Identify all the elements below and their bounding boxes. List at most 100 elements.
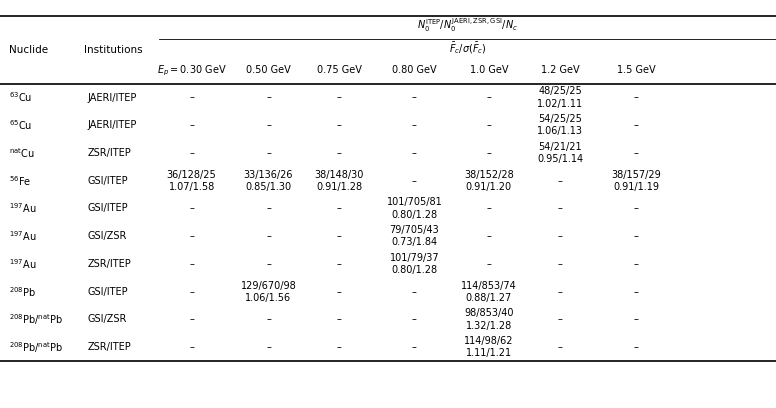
Text: 0.95/1.14: 0.95/1.14 [537, 154, 584, 164]
Text: $E_p = 0.30$ GeV: $E_p = 0.30$ GeV [157, 63, 227, 78]
Text: 38/152/28: 38/152/28 [464, 170, 514, 180]
Text: –: – [189, 259, 194, 269]
Text: $^{63}$Cu: $^{63}$Cu [9, 91, 33, 104]
Text: –: – [487, 93, 491, 102]
Text: –: – [266, 231, 271, 241]
Text: Institutions: Institutions [84, 45, 143, 55]
Text: –: – [412, 287, 417, 297]
Text: $N_0^{\rm ITEP}/N_0^{\rm JAERI,ZSR,GSI}/N_c$: $N_0^{\rm ITEP}/N_0^{\rm JAERI,ZSR,GSI}/… [417, 16, 518, 34]
Text: 1.0 GeV: 1.0 GeV [469, 65, 508, 75]
Text: –: – [337, 287, 341, 297]
Text: –: – [266, 120, 271, 130]
Text: $^{56}$Fe: $^{56}$Fe [9, 174, 32, 188]
Text: –: – [412, 120, 417, 130]
Text: 129/670/98: 129/670/98 [241, 281, 296, 290]
Text: –: – [558, 287, 563, 297]
Text: 1.07/1.58: 1.07/1.58 [168, 182, 215, 192]
Text: 54/25/25: 54/25/25 [539, 114, 582, 124]
Text: –: – [558, 176, 563, 186]
Text: $^{208}$Pb/$^{\rm nat}$Pb: $^{208}$Pb/$^{\rm nat}$Pb [9, 340, 63, 355]
Text: $^{197}$Au: $^{197}$Au [9, 202, 36, 215]
Text: –: – [337, 93, 341, 102]
Text: 1.5 GeV: 1.5 GeV [617, 65, 656, 75]
Text: –: – [266, 315, 271, 324]
Text: 33/136/26: 33/136/26 [244, 170, 293, 180]
Text: 101/705/81: 101/705/81 [386, 197, 442, 207]
Text: –: – [337, 120, 341, 130]
Text: –: – [189, 120, 194, 130]
Text: 0.88/1.27: 0.88/1.27 [466, 293, 512, 303]
Text: –: – [412, 93, 417, 102]
Text: ZSR/ITEP: ZSR/ITEP [88, 342, 131, 352]
Text: ZSR/ITEP: ZSR/ITEP [88, 259, 131, 269]
Text: 0.91/1.28: 0.91/1.28 [316, 182, 362, 192]
Text: 101/79/37: 101/79/37 [390, 253, 439, 263]
Text: –: – [266, 148, 271, 158]
Text: 54/21/21: 54/21/21 [539, 142, 582, 152]
Text: 1.32/1.28: 1.32/1.28 [466, 321, 512, 330]
Text: 114/853/74: 114/853/74 [461, 281, 517, 290]
Text: $^{65}$Cu: $^{65}$Cu [9, 118, 33, 132]
Text: JAERI/ITEP: JAERI/ITEP [88, 120, 137, 130]
Text: GSI/ITEP: GSI/ITEP [88, 287, 128, 297]
Text: –: – [634, 204, 639, 213]
Text: –: – [558, 259, 563, 269]
Text: GSI/ITEP: GSI/ITEP [88, 204, 128, 213]
Text: –: – [487, 148, 491, 158]
Text: $^{\rm nat}$Cu: $^{\rm nat}$Cu [9, 146, 35, 160]
Text: –: – [337, 231, 341, 241]
Text: GSI/ZSR: GSI/ZSR [88, 315, 127, 324]
Text: 1.2 GeV: 1.2 GeV [541, 65, 580, 75]
Text: $^{197}$Au: $^{197}$Au [9, 257, 36, 271]
Text: –: – [558, 342, 563, 352]
Text: –: – [412, 176, 417, 186]
Text: $^{208}$Pb/$^{\rm nat}$Pb: $^{208}$Pb/$^{\rm nat}$Pb [9, 312, 63, 327]
Text: –: – [412, 342, 417, 352]
Text: –: – [634, 315, 639, 324]
Text: $\bar{F}_c/\sigma(\bar{F}_c)$: $\bar{F}_c/\sigma(\bar{F}_c)$ [449, 40, 487, 56]
Text: 1.11/1.21: 1.11/1.21 [466, 348, 512, 358]
Text: 48/25/25: 48/25/25 [539, 86, 582, 96]
Text: ZSR/ITEP: ZSR/ITEP [88, 148, 131, 158]
Text: –: – [337, 342, 341, 352]
Text: –: – [189, 204, 194, 213]
Text: 0.91/1.20: 0.91/1.20 [466, 182, 512, 192]
Text: –: – [558, 204, 563, 213]
Text: $^{197}$Au: $^{197}$Au [9, 229, 36, 243]
Text: 98/853/40: 98/853/40 [464, 308, 514, 318]
Text: 0.75 GeV: 0.75 GeV [317, 65, 362, 75]
Text: –: – [634, 148, 639, 158]
Text: 1.06/1.13: 1.06/1.13 [537, 126, 584, 136]
Text: 114/98/62: 114/98/62 [464, 336, 514, 346]
Text: –: – [266, 93, 271, 102]
Text: –: – [266, 342, 271, 352]
Text: –: – [189, 315, 194, 324]
Text: GSI/ZSR: GSI/ZSR [88, 231, 127, 241]
Text: JAERI/ITEP: JAERI/ITEP [88, 93, 137, 102]
Text: 79/705/43: 79/705/43 [390, 225, 439, 235]
Text: –: – [189, 231, 194, 241]
Text: –: – [487, 120, 491, 130]
Text: 36/128/25: 36/128/25 [167, 170, 217, 180]
Text: –: – [189, 342, 194, 352]
Text: 0.80/1.28: 0.80/1.28 [391, 210, 438, 220]
Text: –: – [337, 259, 341, 269]
Text: –: – [634, 259, 639, 269]
Text: 38/148/30: 38/148/30 [314, 170, 364, 180]
Text: 1.06/1.56: 1.06/1.56 [245, 293, 292, 303]
Text: –: – [337, 148, 341, 158]
Text: 1.02/1.11: 1.02/1.11 [537, 99, 584, 109]
Text: –: – [337, 315, 341, 324]
Text: –: – [487, 231, 491, 241]
Text: –: – [337, 204, 341, 213]
Text: –: – [412, 148, 417, 158]
Text: –: – [266, 204, 271, 213]
Text: –: – [266, 259, 271, 269]
Text: –: – [487, 204, 491, 213]
Text: Nuclide: Nuclide [9, 45, 48, 55]
Text: –: – [634, 342, 639, 352]
Text: –: – [634, 93, 639, 102]
Text: –: – [558, 315, 563, 324]
Text: –: – [189, 148, 194, 158]
Text: 0.80/1.28: 0.80/1.28 [391, 265, 438, 275]
